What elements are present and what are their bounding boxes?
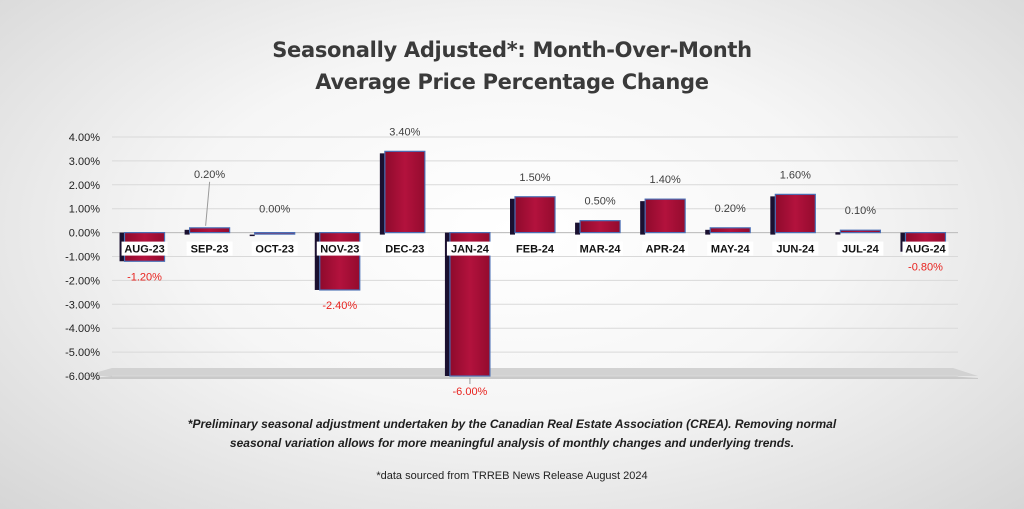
data-label: 0.20% — [194, 169, 225, 181]
category-label-bg — [707, 241, 754, 256]
bar-side — [184, 229, 190, 235]
category-label-bg — [642, 241, 689, 256]
bar-side — [379, 153, 385, 235]
bar-oct-23 — [249, 232, 296, 237]
data-label: 0.10% — [845, 205, 876, 217]
data-label: 0.50% — [584, 196, 615, 208]
bar-side — [510, 198, 515, 235]
category-label-bg — [251, 241, 298, 256]
bar-side — [249, 234, 255, 237]
chart-title-line-1: Seasonally Adjusted*: Month-Over-Month — [272, 38, 752, 62]
x-tick-label: AUG-23 — [124, 244, 164, 256]
x-tick-label: SEP-23 — [191, 244, 229, 256]
bar-nov-23 — [314, 232, 361, 291]
bar — [449, 232, 491, 377]
bar-side — [770, 196, 776, 235]
y-tick-label: -5.00% — [65, 347, 100, 359]
chart-floor — [82, 376, 978, 379]
chart-floor-top — [84, 368, 978, 376]
footnote-line-2: seasonal variation allows for more meani… — [229, 436, 795, 450]
bar-mar-24 — [575, 220, 621, 235]
y-tick-label: -1.00% — [65, 252, 100, 264]
bar — [644, 198, 686, 234]
category-label-bg — [772, 241, 819, 256]
bar-apr-24 — [640, 198, 686, 235]
data-label: 1.60% — [780, 169, 811, 181]
x-tick-label: JAN-24 — [451, 244, 490, 256]
data-label: 0.20% — [715, 203, 746, 215]
bar — [774, 193, 816, 234]
data-label: 0.00% — [259, 204, 290, 216]
category-label-bg — [512, 241, 558, 256]
bar-side — [640, 201, 646, 235]
x-tick-label: MAY-24 — [711, 244, 751, 256]
category-label-bg — [902, 241, 949, 256]
y-tick-label: 3.00% — [69, 156, 100, 168]
bar-side — [575, 222, 581, 235]
x-tick-label: DEC-23 — [385, 244, 424, 256]
footnote-line-1: *Preliminary seasonal adjustment underta… — [187, 417, 837, 431]
x-tick-label: JUN-24 — [776, 244, 815, 256]
category-label-bg — [837, 241, 884, 256]
bar — [319, 232, 361, 291]
x-tick-label: AUG-24 — [905, 244, 946, 256]
bar — [839, 229, 881, 234]
bar — [189, 227, 231, 234]
y-tick-label: 1.00% — [69, 204, 100, 216]
data-label: -1.20% — [127, 271, 162, 283]
category-label-bg — [446, 241, 493, 256]
bar-sep-23 — [184, 227, 231, 235]
bar — [709, 227, 751, 234]
category-label-bg — [381, 241, 428, 256]
bar-side — [444, 232, 450, 376]
bar-side — [705, 229, 711, 235]
bar-jan-24 — [444, 232, 491, 377]
x-tick-label: NOV-23 — [320, 244, 359, 256]
footnote: *Preliminary seasonal adjustment underta… — [150, 415, 874, 453]
bar-side — [835, 232, 841, 235]
category-label-bg — [577, 241, 624, 256]
bar-feb-24 — [510, 196, 556, 235]
bar — [514, 196, 556, 234]
bar-jul-24 — [835, 229, 881, 235]
y-tick-label: -4.00% — [65, 323, 100, 335]
y-tick-label: 2.00% — [69, 180, 100, 192]
source-note: *data sourced from TRREB News Release Au… — [376, 470, 648, 482]
y-tick-label: 0.00% — [69, 228, 100, 240]
x-tick-label: APR-24 — [646, 244, 686, 256]
data-label: 1.40% — [650, 174, 681, 186]
chart-title-line-2: Average Price Percentage Change — [315, 70, 709, 94]
data-label: -6.00% — [452, 386, 487, 398]
y-tick-label: -3.00% — [65, 299, 100, 311]
data-label: 3.40% — [389, 126, 420, 138]
category-label-bg — [316, 241, 363, 256]
bar — [254, 232, 296, 235]
category-label-bg — [121, 241, 168, 256]
bar-jun-24 — [770, 193, 816, 235]
y-tick-label: -2.00% — [65, 275, 100, 287]
bar-side — [314, 232, 320, 290]
x-tick-label: FEB-24 — [516, 244, 555, 256]
label-leader-line — [205, 181, 211, 226]
y-tick-label: -6.00% — [65, 371, 100, 383]
category-label-bg — [186, 241, 233, 256]
bar — [579, 220, 621, 234]
x-tick-label: JUL-24 — [842, 244, 880, 256]
bar — [384, 150, 426, 234]
data-label: -0.80% — [908, 262, 943, 274]
x-tick-label: MAR-24 — [580, 244, 622, 256]
data-label: -2.40% — [322, 300, 357, 312]
data-label: 1.50% — [519, 172, 550, 184]
y-tick-label: 4.00% — [69, 132, 100, 144]
bar-dec-23 — [379, 150, 426, 235]
x-tick-label: OCT-23 — [255, 244, 294, 256]
bar-may-24 — [705, 227, 751, 235]
